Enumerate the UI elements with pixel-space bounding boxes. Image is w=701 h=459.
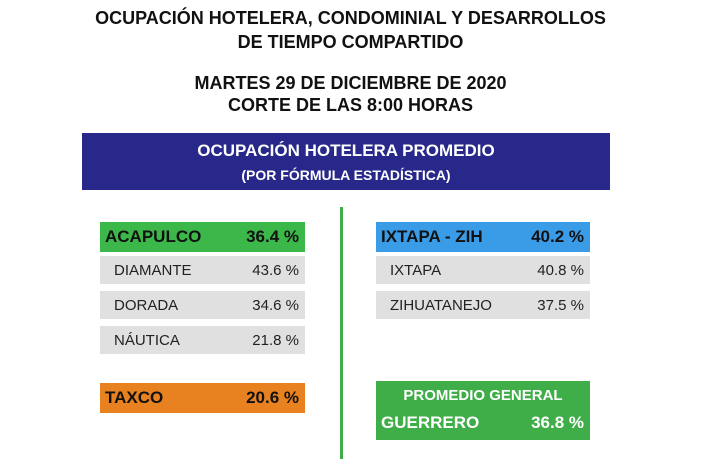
value: 34.6 %	[252, 296, 299, 314]
zone-row: IXTAPA 40.8 %	[376, 256, 590, 284]
zone-row: NÁUTICA 21.8 %	[100, 326, 305, 354]
general-average: PROMEDIO GENERAL GUERRERO 36.8 %	[376, 381, 590, 440]
ixtapa-header: IXTAPA - ZIH 40.2 %	[376, 222, 590, 252]
cut-time: CORTE DE LAS 8:00 HORAS	[227, 95, 474, 115]
taxco: TAXCO 20.6 %	[100, 383, 305, 413]
value: 37.5 %	[537, 296, 584, 314]
label: ZIHUATANEJO	[390, 296, 492, 314]
zone-row: DORADA 34.6 %	[100, 291, 305, 319]
value: 40.8 %	[537, 261, 584, 279]
label: DORADA	[114, 296, 179, 314]
label: IXTAPA - ZIH	[381, 227, 483, 246]
acapulco-header: ACAPULCO 36.4 %	[100, 222, 305, 252]
divider	[340, 207, 343, 459]
value: 20.6 %	[246, 388, 299, 407]
value: 40.2 %	[531, 227, 584, 246]
banner-title: OCUPACIÓN HOTELERA PROMEDIO	[197, 141, 495, 160]
zone-row: DIAMANTE 43.6 %	[100, 256, 305, 284]
banner: OCUPACIÓN HOTELERA PROMEDIO (POR FÓRMULA…	[82, 133, 610, 190]
general-title: PROMEDIO GENERAL	[403, 387, 563, 404]
zone-row: ZIHUATANEJO 37.5 %	[376, 291, 590, 319]
value: 36.8 %	[531, 413, 584, 432]
title-line: OCUPACIÓN HOTELERA, CONDOMINIAL Y DESARR…	[95, 8, 606, 28]
date: MARTES 29 DE DICIEMBRE DE 2020	[194, 73, 507, 93]
label: NÁUTICA	[114, 331, 180, 349]
banner-subtitle: (POR FÓRMULA ESTADÍSTICA)	[241, 167, 451, 183]
label: GUERRERO	[381, 413, 480, 432]
label: ACAPULCO	[105, 227, 202, 246]
label: IXTAPA	[390, 261, 442, 279]
value: 36.4 %	[246, 227, 299, 246]
value: 43.6 %	[252, 261, 299, 279]
label: DIAMANTE	[114, 261, 192, 279]
title-line: DE TIEMPO COMPARTIDO	[237, 32, 464, 52]
value: 21.8 %	[252, 331, 299, 349]
label: TAXCO	[105, 388, 164, 407]
